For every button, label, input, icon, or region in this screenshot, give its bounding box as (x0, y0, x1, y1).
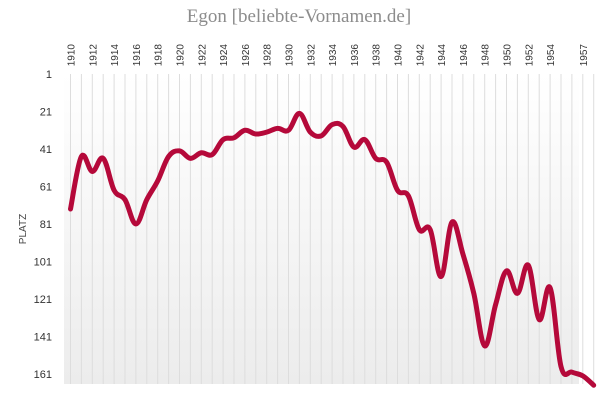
x-tick-label: 1920 (176, 44, 187, 67)
x-tick-label: 1914 (110, 44, 121, 67)
x-tick-label: 1910 (67, 44, 78, 67)
x-tick-label: 1952 (524, 44, 535, 67)
y-tick-label: 141 (34, 332, 52, 344)
x-tick-label: 1946 (459, 44, 470, 67)
x-tick-label: 1948 (481, 44, 492, 67)
y-tick-label: 61 (40, 182, 52, 194)
series-line (68, 110, 597, 388)
y-tick-label: 21 (40, 107, 52, 119)
x-tick-label: 1944 (437, 44, 448, 67)
x-tick-label: 1924 (219, 44, 230, 67)
x-tick-label: 1926 (241, 44, 252, 67)
x-tick-label: 1922 (197, 44, 208, 67)
y-tick-label: 121 (34, 294, 52, 306)
x-tick-label: 1932 (306, 44, 317, 67)
x-tick-label: 1954 (546, 44, 557, 67)
x-tick-label: 1950 (503, 44, 514, 67)
y-tick-label: 41 (40, 144, 52, 156)
x-tick-label: 1916 (132, 44, 143, 67)
chart-title: Egon [beliebte-Vornamen.de] (186, 6, 412, 27)
x-tick-label: 1930 (285, 44, 296, 67)
x-tick-label: 1942 (415, 44, 426, 67)
x-tick-label: 1936 (350, 44, 361, 67)
x-tick-label: 1957 (579, 44, 590, 67)
x-tick-label: 1912 (88, 44, 99, 67)
y-tick-label: 1 (46, 69, 52, 81)
y-tick-label: 161 (34, 369, 52, 381)
x-tick-label: 1940 (394, 44, 405, 67)
x-tick-label: 1928 (263, 44, 274, 67)
x-tick-label: 1918 (154, 44, 165, 67)
x-tick-label: 1934 (328, 44, 339, 67)
y-axis-label: PLATZ (18, 214, 29, 244)
y-tick-label: 81 (40, 219, 52, 231)
y-tick-label: 101 (34, 257, 52, 269)
x-tick-label: 1938 (372, 44, 383, 67)
